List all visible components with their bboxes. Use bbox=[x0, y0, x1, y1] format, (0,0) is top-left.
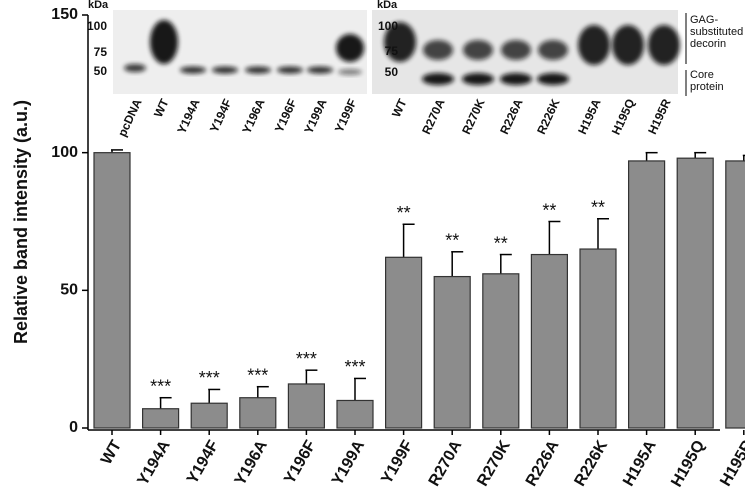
blot-band bbox=[212, 66, 238, 74]
blot-annotation: substituted bbox=[690, 26, 743, 38]
bar bbox=[336, 399, 374, 429]
blot-annotation: protein bbox=[690, 81, 724, 93]
blot-unit: kDa bbox=[377, 0, 398, 11]
x-tick-label: H195A bbox=[620, 437, 660, 489]
lane-label: H195Q bbox=[609, 97, 638, 137]
x-tick-label: Y199A bbox=[329, 437, 368, 488]
significance-label: *** bbox=[247, 365, 268, 385]
blot-band bbox=[423, 40, 453, 60]
bar bbox=[287, 383, 325, 429]
lane-label: H195R bbox=[645, 96, 674, 136]
blot-band bbox=[422, 73, 454, 85]
lane-label: Y199F bbox=[332, 97, 360, 135]
lane-label: H195A bbox=[575, 96, 604, 136]
blot-band bbox=[336, 34, 364, 62]
lane-label: R226A bbox=[497, 96, 526, 136]
bar bbox=[579, 248, 617, 429]
y-tick-label: 0 bbox=[69, 419, 78, 436]
lane-label: R270K bbox=[459, 96, 488, 136]
blot-band bbox=[537, 73, 569, 85]
x-tick-label: Y199F bbox=[378, 437, 416, 487]
bar bbox=[725, 160, 745, 429]
blot-1 bbox=[113, 10, 367, 94]
x-tick-label: Y194A bbox=[135, 437, 174, 488]
blot-band bbox=[500, 73, 532, 85]
y-tick-label: 100 bbox=[51, 144, 78, 161]
blot-band bbox=[648, 25, 680, 65]
x-tick-label: H195R bbox=[717, 437, 745, 489]
bar bbox=[93, 152, 131, 429]
x-tick-label: WT bbox=[98, 437, 125, 467]
blot-band bbox=[277, 66, 303, 74]
blot-annotation: decorin bbox=[690, 38, 726, 50]
lane-label: WT bbox=[389, 96, 410, 119]
blot-band bbox=[124, 64, 146, 72]
blot-band bbox=[150, 20, 178, 64]
bar bbox=[239, 397, 277, 429]
blot-band bbox=[612, 25, 644, 65]
bar bbox=[482, 273, 520, 429]
significance-label: *** bbox=[296, 349, 317, 369]
lane-label: pcDNA bbox=[115, 96, 145, 138]
lane-label: Y194F bbox=[207, 97, 235, 135]
x-tick-label: H195Q bbox=[668, 438, 708, 490]
y-tick-label: 50 bbox=[60, 282, 78, 299]
significance-label: ** bbox=[591, 197, 605, 217]
y-axis-label: Relative band intensity (a.u.) bbox=[11, 100, 31, 344]
lane-label: Y196A bbox=[239, 96, 267, 135]
blot-band bbox=[501, 40, 531, 60]
bar bbox=[385, 256, 423, 429]
blot-marker: 50 bbox=[94, 64, 108, 78]
bar bbox=[142, 408, 180, 429]
lane-label: R270A bbox=[419, 96, 448, 136]
lane-label: Y194A bbox=[174, 96, 202, 135]
blot-band bbox=[245, 66, 271, 74]
x-tick-label: R270K bbox=[474, 437, 514, 489]
significance-label: ** bbox=[494, 233, 508, 253]
x-tick-label: Y196A bbox=[232, 437, 271, 488]
lane-label: Y199A bbox=[301, 96, 329, 135]
lane-label: Y196F bbox=[272, 97, 300, 135]
significance-label: *** bbox=[199, 368, 220, 388]
blot-marker: 75 bbox=[385, 44, 399, 58]
blot-band bbox=[338, 69, 362, 75]
blot-annotation: Core bbox=[690, 69, 714, 81]
x-tick-label: Y194F bbox=[184, 437, 222, 487]
bar bbox=[433, 275, 471, 429]
lane-label: WT bbox=[151, 96, 172, 119]
x-tick-label: R270A bbox=[426, 437, 466, 489]
blot-band bbox=[578, 25, 610, 65]
bar bbox=[190, 402, 228, 429]
significance-label: *** bbox=[150, 376, 171, 396]
blot-band bbox=[384, 22, 416, 62]
x-tick-label: R226A bbox=[523, 437, 563, 489]
blot-marker: 50 bbox=[385, 65, 399, 79]
x-tick-label: R226K bbox=[571, 437, 611, 489]
bar bbox=[676, 157, 714, 429]
blot-band bbox=[463, 40, 493, 60]
blot-marker: 75 bbox=[94, 45, 108, 59]
blot-band bbox=[462, 73, 494, 85]
blot-marker: 100 bbox=[378, 19, 398, 33]
significance-label: ** bbox=[445, 231, 459, 251]
significance-label: ** bbox=[542, 200, 556, 220]
blot-annotation: GAG- bbox=[690, 14, 718, 26]
blot-band bbox=[180, 66, 206, 74]
lane-label: R226K bbox=[534, 96, 563, 136]
blot-marker: 100 bbox=[87, 19, 107, 33]
x-tick-label: Y196F bbox=[281, 437, 319, 487]
y-tick-label: 150 bbox=[51, 6, 78, 23]
blot-band bbox=[307, 66, 333, 74]
significance-label: *** bbox=[344, 357, 365, 377]
significance-label: ** bbox=[397, 203, 411, 223]
bar bbox=[530, 253, 569, 429]
blot-unit: kDa bbox=[88, 0, 109, 11]
blot-band bbox=[538, 40, 568, 60]
bar bbox=[627, 160, 666, 429]
